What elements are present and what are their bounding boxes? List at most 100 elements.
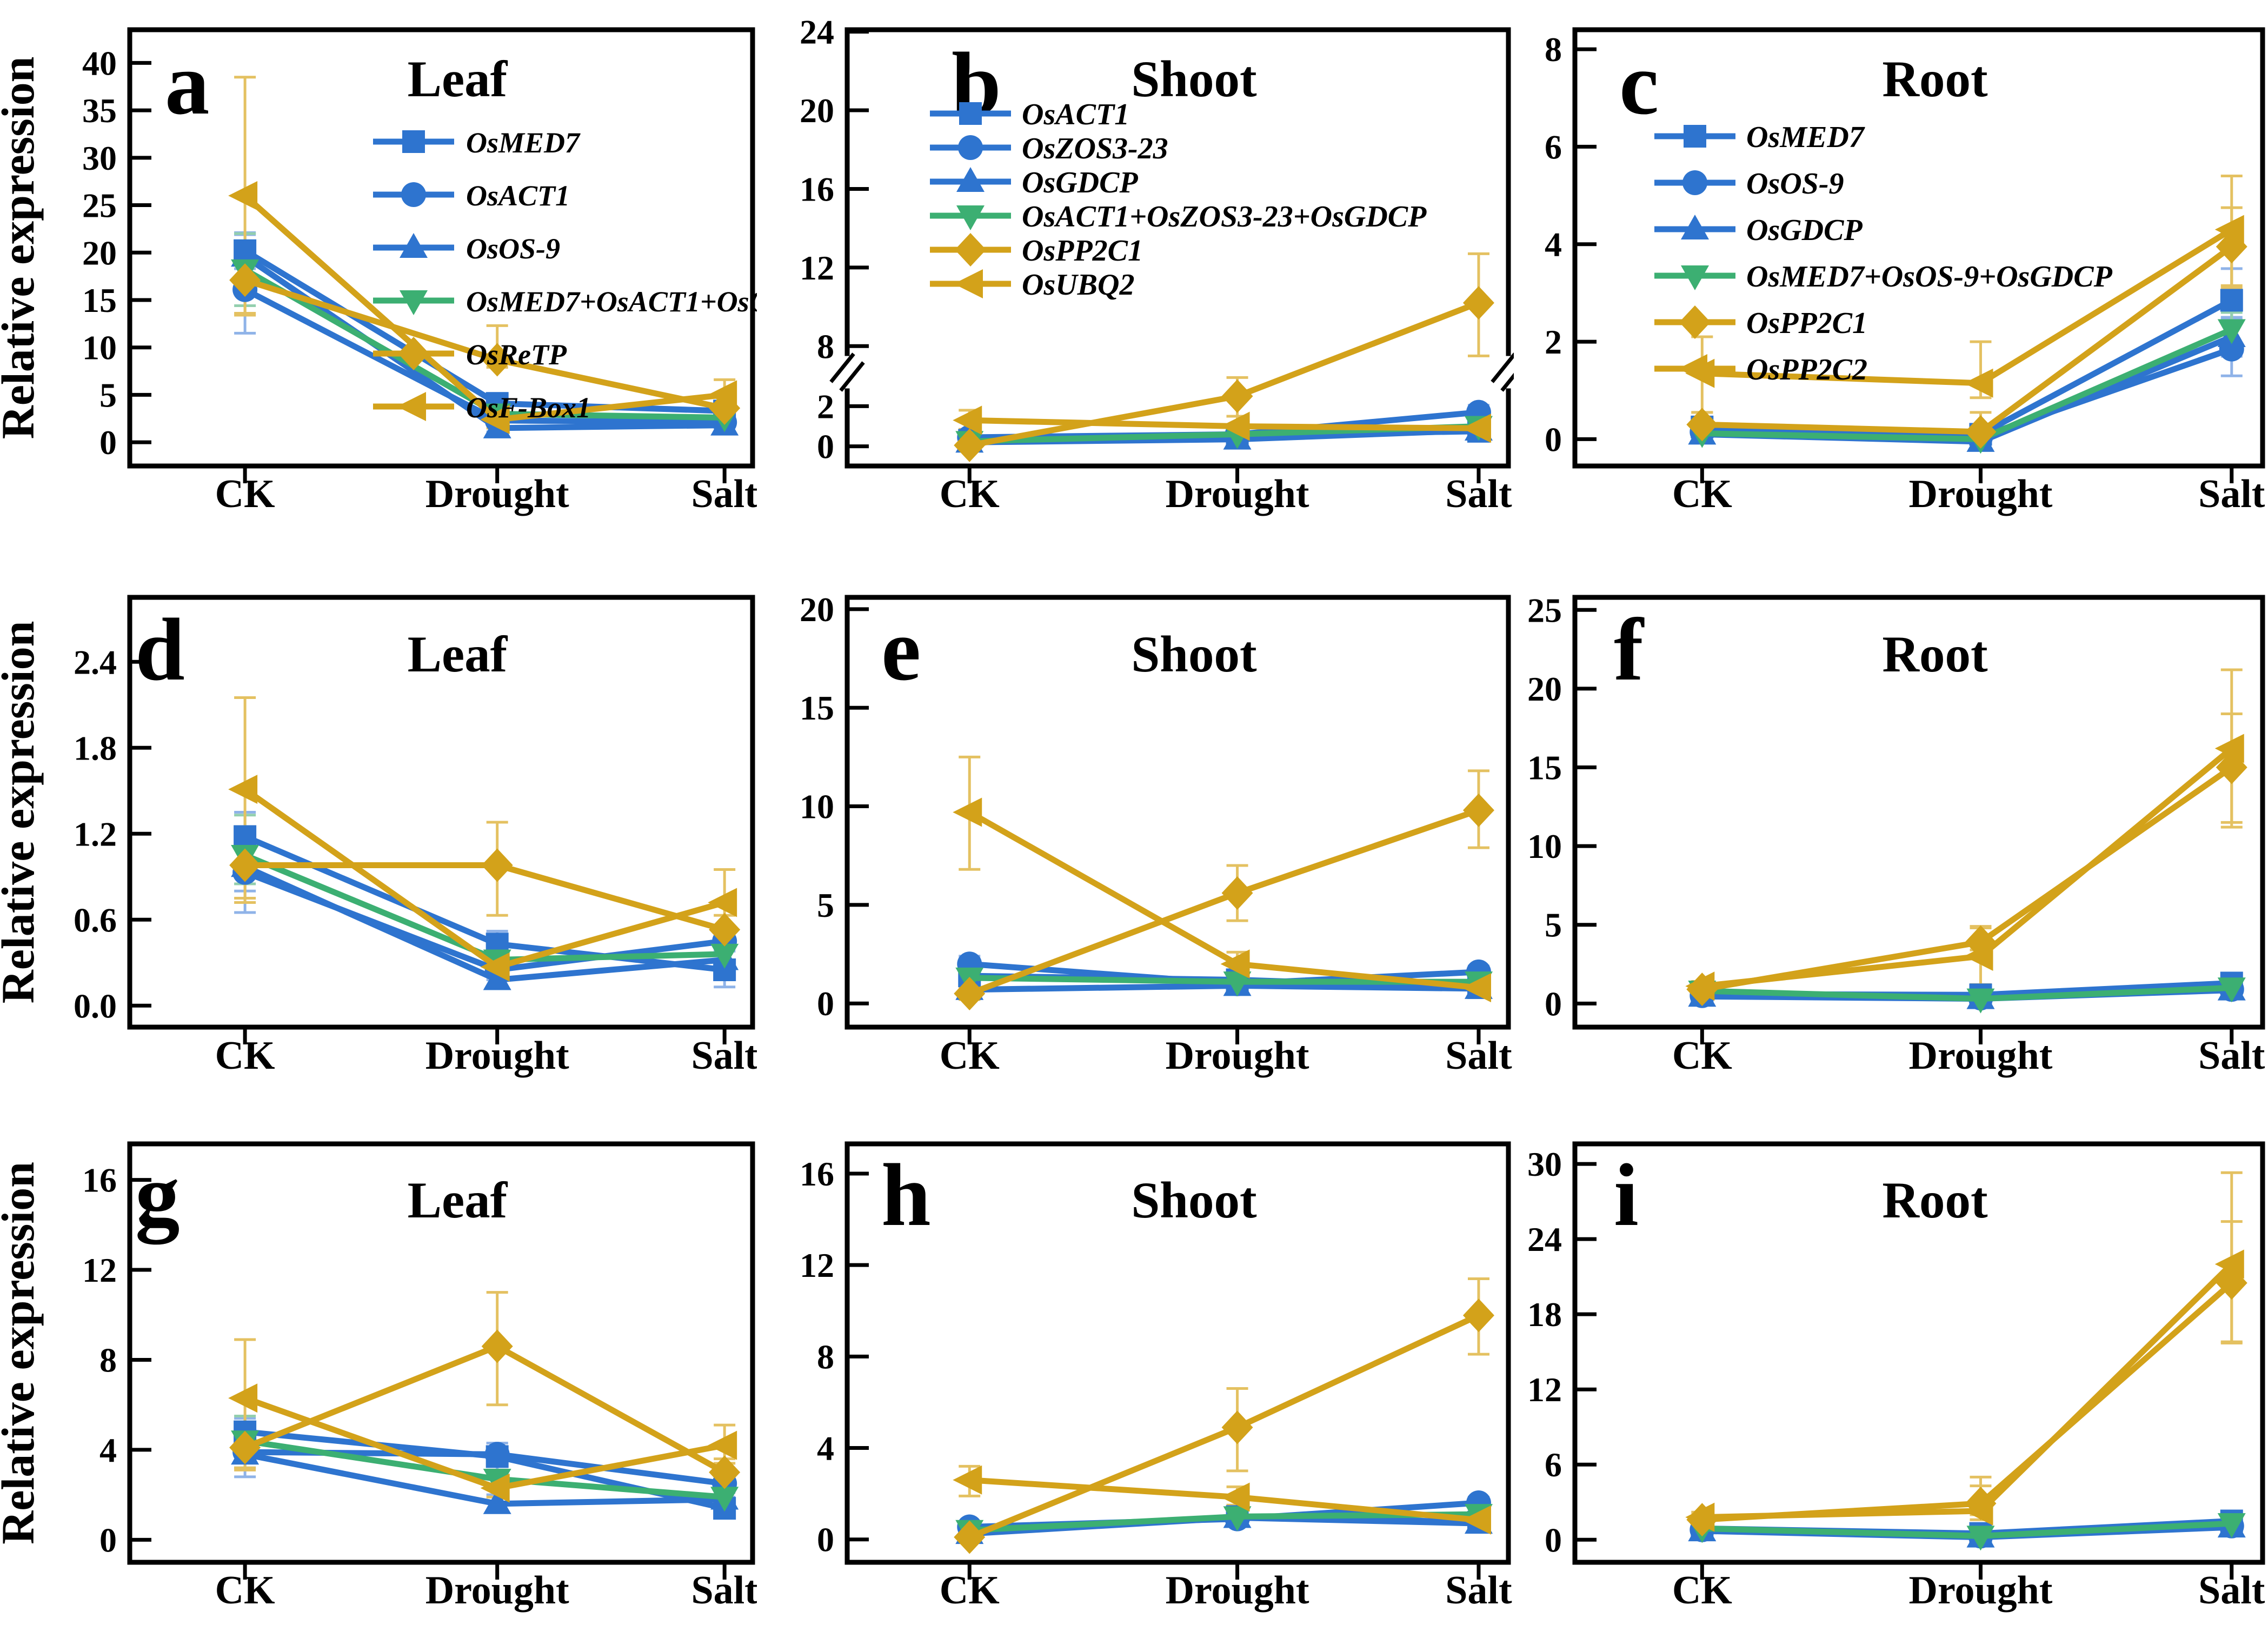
marker-triangle-left: [953, 405, 982, 435]
panel-c: 0 2 4 6 8 CK Drought Salt c Root OsMED7 OsOS-9 OsGDC…: [1545, 27, 2265, 516]
y-axis: 0 6 12 18 24 30: [1527, 1145, 1597, 1559]
marker-triangle-left: [1461, 973, 1491, 1003]
panel-letter: d: [135, 600, 185, 699]
series-line-OsPP2C2: [1701, 746, 2234, 989]
marker-triangle-left: [954, 269, 983, 298]
marker-triangle-up: [956, 167, 985, 192]
marker-triangle-left: [953, 797, 982, 827]
y-tick-label: 8: [817, 327, 834, 365]
y-axis: 0 4 8 12 16: [800, 1155, 869, 1559]
x-category-label: Salt: [691, 472, 757, 516]
y-tick-label: 8: [1545, 30, 1562, 69]
series-markers-OsPP2C1: [1686, 750, 2247, 1007]
x-category-label: Drought: [425, 1568, 569, 1613]
panel-title: Root: [1882, 1171, 1988, 1229]
marker-triangle-down: [1223, 1506, 1252, 1531]
marker-triangle-left: [953, 1465, 982, 1495]
y-tick-label: 16: [800, 170, 834, 208]
marker-triangle-left: [480, 952, 510, 982]
series-markers-OsF-Box1: [228, 1383, 737, 1503]
series-markers-OsPP2C2: [1685, 1249, 2244, 1532]
marker-triangle-down: [710, 943, 739, 969]
marker-diamond: [1686, 408, 1718, 442]
y-tick-label: 0: [1545, 420, 1562, 458]
y-tick-label: 10: [82, 329, 117, 367]
legend: OsMED7 OsOS-9 OsGDCP OsMED7+OsOS-9+OsGDCP Os…: [1654, 121, 2113, 387]
x-category-label: CK: [1672, 1568, 1732, 1613]
marker-diamond: [1965, 925, 1997, 959]
marker-triangle-up: [400, 233, 428, 258]
y-tick-label: 35: [82, 91, 117, 130]
marker-triangle-down: [2217, 1513, 2246, 1539]
marker-diamond: [1462, 286, 1494, 320]
y-axis: 0 4 8 12 16: [82, 1161, 151, 1559]
marker-diamond: [709, 1455, 741, 1489]
x-category-label: CK: [1672, 1034, 1732, 1078]
panel-title: Root: [1882, 625, 1988, 683]
series-line-OsMED7: [243, 248, 725, 414]
legend-label: OsUBQ2: [1022, 268, 1134, 302]
y-axis: 0.0 0.6 1.2 1.8 2.4: [74, 643, 151, 1025]
series-markers-OsF-Box1: [228, 775, 737, 982]
marker-triangle-down: [710, 1487, 739, 1512]
legend-label: OsMED7+OsOS-9+OsGDCP: [1746, 260, 2113, 294]
series-line-OsPP2C1: [968, 807, 1480, 997]
axis-break-slash: [1491, 352, 1514, 383]
y-axis-title: Relative expression: [0, 621, 44, 1004]
marker-square: [2220, 289, 2243, 312]
legend-label: OsACT1: [1022, 98, 1129, 131]
marker-triangle-left: [1678, 354, 1707, 383]
panel-title: Shoot: [1131, 1171, 1257, 1229]
panel-letter: g: [135, 1146, 180, 1245]
y-tick-label: 0: [817, 428, 834, 466]
marker-triangle-down: [956, 205, 985, 230]
series-line-OsPP2C2: [1702, 1262, 2234, 1521]
panel-h: 0 4 8 12 16 CK Drought Salt h Shoot: [800, 1141, 1512, 1613]
marker-diamond: [1462, 793, 1494, 827]
panel-title: Leaf: [408, 1171, 508, 1229]
x-category-label: Drought: [1166, 472, 1309, 516]
error-bars: [234, 696, 736, 990]
legend: OsACT1OsZOS3-23OsGDCPOsACT1+OsZOS3-23+Os…: [930, 98, 1427, 302]
marker-triangle-down: [1966, 988, 1995, 1014]
y-tick-label: 6: [1545, 1446, 1562, 1484]
legend-label: OsOS-9: [466, 232, 560, 265]
marker-circle: [1682, 170, 1707, 195]
y-tick-label: 20: [1527, 670, 1562, 708]
marker-triangle-left: [1461, 414, 1491, 443]
marker-diamond: [1221, 876, 1253, 910]
y-tick-label: 12: [800, 1246, 834, 1284]
x-axis: CK Drought Salt: [1672, 1562, 2265, 1613]
marker-triangle-down: [1223, 971, 1252, 997]
marker-diamond: [1679, 305, 1711, 339]
x-category-label: CK: [940, 1568, 1000, 1613]
y-tick-label: 10: [800, 788, 834, 826]
panel-g: 0 4 8 12 16 CK Drought Salt Relative expression g…: [0, 1141, 757, 1613]
panel-letter: c: [1619, 34, 1659, 133]
axis-break-slash: [1500, 372, 1514, 392]
series-markers-OsPP2C1: [1686, 1266, 2247, 1537]
y-tick-label: 12: [82, 1251, 117, 1289]
y-tick-label: 4: [99, 1431, 117, 1469]
legend-label: OsOS-9: [1746, 167, 1844, 201]
plot-frame: [1572, 595, 2265, 1030]
y-tick-label: 20: [800, 91, 834, 130]
axis-break-slash: [829, 352, 855, 383]
x-category-label: Drought: [425, 472, 569, 516]
panel-title: Root: [1882, 50, 1988, 108]
x-axis: CK Drought Salt: [940, 1027, 1512, 1078]
plot-frame: [1572, 1141, 2265, 1565]
panel-f: 0 5 10 15 20 25 CK Drought Salt f Root: [1527, 591, 2265, 1078]
error-bars: [1691, 668, 2243, 1005]
panel-letter: h: [881, 1146, 931, 1244]
y-tick-label: 6: [1545, 128, 1562, 166]
marker-diamond: [1965, 415, 1997, 449]
axis-break-slash: [839, 361, 865, 392]
y-tick-label: 0: [99, 1521, 117, 1559]
series-markers-OsUBQ2: [953, 797, 1491, 1003]
marker-square: [402, 130, 425, 153]
marker-triangle-left: [228, 775, 258, 804]
marker-diamond: [398, 337, 429, 370]
